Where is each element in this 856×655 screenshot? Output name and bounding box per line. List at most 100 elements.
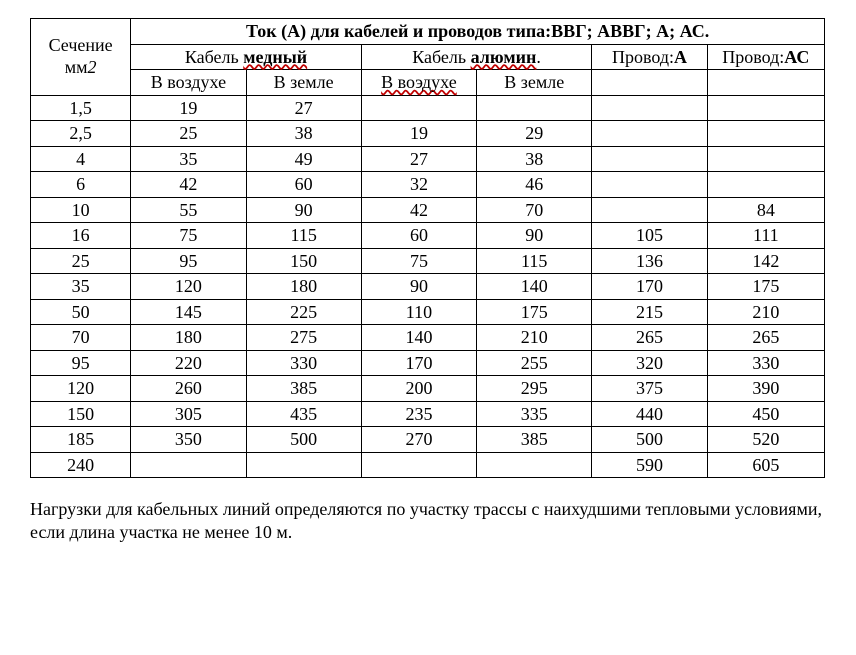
section-label-unit: 2 — [88, 57, 97, 77]
table-cell: 111 — [707, 223, 824, 249]
table-cell: 180 — [246, 274, 361, 300]
table-cell: 265 — [707, 325, 824, 351]
table-cell: 2,5 — [31, 121, 131, 147]
table-cell: 115 — [477, 248, 592, 274]
subheader-copper-ground: В земле — [246, 70, 361, 96]
section-label-text: Сечение мм — [49, 35, 113, 77]
table-cell: 105 — [592, 223, 707, 249]
table-cell: 220 — [131, 350, 246, 376]
table-row: 642603246 — [31, 172, 825, 198]
table-cell: 49 — [246, 146, 361, 172]
table-cell — [707, 172, 824, 198]
table-cell — [707, 121, 824, 147]
table-cell: 375 — [592, 376, 707, 402]
table-row: 16751156090105111 — [31, 223, 825, 249]
table-row: 1,51927 — [31, 95, 825, 121]
table-cell: 90 — [477, 223, 592, 249]
col-header-main: Ток (А) для кабелей и проводов типа:ВВГ;… — [131, 19, 825, 45]
table-cell: 136 — [592, 248, 707, 274]
table-cell: 27 — [361, 146, 476, 172]
table-cell: 440 — [592, 401, 707, 427]
table-body: 1,519272,5253819294354927386426032461055… — [31, 95, 825, 478]
table-cell: 95 — [31, 350, 131, 376]
table-cell — [246, 452, 361, 478]
subheader-wire-a-blank — [592, 70, 707, 96]
table-cell: 385 — [246, 376, 361, 402]
subheader-aluminum-ground: В земле — [477, 70, 592, 96]
table-cell: 295 — [477, 376, 592, 402]
table-cell: 16 — [31, 223, 131, 249]
table-cell: 38 — [477, 146, 592, 172]
table-cell: 90 — [361, 274, 476, 300]
table-cell: 35 — [31, 274, 131, 300]
table-cell: 435 — [246, 401, 361, 427]
table-cell — [707, 95, 824, 121]
table-row: 105590427084 — [31, 197, 825, 223]
col-header-aluminum: Кабель алюмин. — [361, 44, 592, 70]
table-cell: 70 — [477, 197, 592, 223]
table-cell: 110 — [361, 299, 476, 325]
table-cell: 240 — [31, 452, 131, 478]
table-cell — [477, 452, 592, 478]
table-cell — [592, 121, 707, 147]
table-cell: 35 — [131, 146, 246, 172]
col-header-copper: Кабель медный — [131, 44, 362, 70]
table-cell: 500 — [592, 427, 707, 453]
table-cell: 150 — [246, 248, 361, 274]
table-cell: 210 — [477, 325, 592, 351]
table-cell: 265 — [592, 325, 707, 351]
table-cell: 605 — [707, 452, 824, 478]
table-cell: 185 — [31, 427, 131, 453]
table-cell: 60 — [361, 223, 476, 249]
table-cell: 385 — [477, 427, 592, 453]
table-cell: 215 — [592, 299, 707, 325]
table-cell: 140 — [477, 274, 592, 300]
table-cell: 1,5 — [31, 95, 131, 121]
table-cell: 255 — [477, 350, 592, 376]
table-cell: 70 — [31, 325, 131, 351]
table-cell: 25 — [31, 248, 131, 274]
table-row: 240590605 — [31, 452, 825, 478]
table-cell: 520 — [707, 427, 824, 453]
table-cell: 145 — [131, 299, 246, 325]
subheader-aluminum-air: В воэдухе — [361, 70, 476, 96]
col-header-wire-a: Провод:А — [592, 44, 707, 70]
table-cell: 175 — [477, 299, 592, 325]
table-cell: 10 — [31, 197, 131, 223]
table-cell: 330 — [707, 350, 824, 376]
table-cell — [477, 95, 592, 121]
table-cell: 75 — [361, 248, 476, 274]
table-cell: 42 — [361, 197, 476, 223]
table-cell: 175 — [707, 274, 824, 300]
table-cell: 142 — [707, 248, 824, 274]
table-cell: 32 — [361, 172, 476, 198]
table-cell: 275 — [246, 325, 361, 351]
table-row: 259515075115136142 — [31, 248, 825, 274]
table-row: 50145225110175215210 — [31, 299, 825, 325]
table-cell: 210 — [707, 299, 824, 325]
table-cell: 84 — [707, 197, 824, 223]
table-cell: 90 — [246, 197, 361, 223]
table-cell — [361, 95, 476, 121]
table-row: 185350500270385500520 — [31, 427, 825, 453]
table-cell — [361, 452, 476, 478]
table-cell: 29 — [477, 121, 592, 147]
cable-current-table: Сечение мм2 Ток (А) для кабелей и провод… — [30, 18, 825, 478]
table-cell — [131, 452, 246, 478]
footnote-text: Нагрузки для кабельных линий определяютс… — [30, 498, 825, 545]
table-cell: 330 — [246, 350, 361, 376]
table-cell: 390 — [707, 376, 824, 402]
table-cell: 19 — [131, 95, 246, 121]
table-row: 70180275140210265265 — [31, 325, 825, 351]
table-cell: 225 — [246, 299, 361, 325]
col-header-wire-ac: Провод:АС — [707, 44, 824, 70]
table-cell: 140 — [361, 325, 476, 351]
table-cell — [592, 95, 707, 121]
table-row: 95220330170255320330 — [31, 350, 825, 376]
table-cell: 235 — [361, 401, 476, 427]
table-cell: 200 — [361, 376, 476, 402]
table-cell: 75 — [131, 223, 246, 249]
table-cell: 27 — [246, 95, 361, 121]
table-cell: 42 — [131, 172, 246, 198]
table-cell — [592, 146, 707, 172]
